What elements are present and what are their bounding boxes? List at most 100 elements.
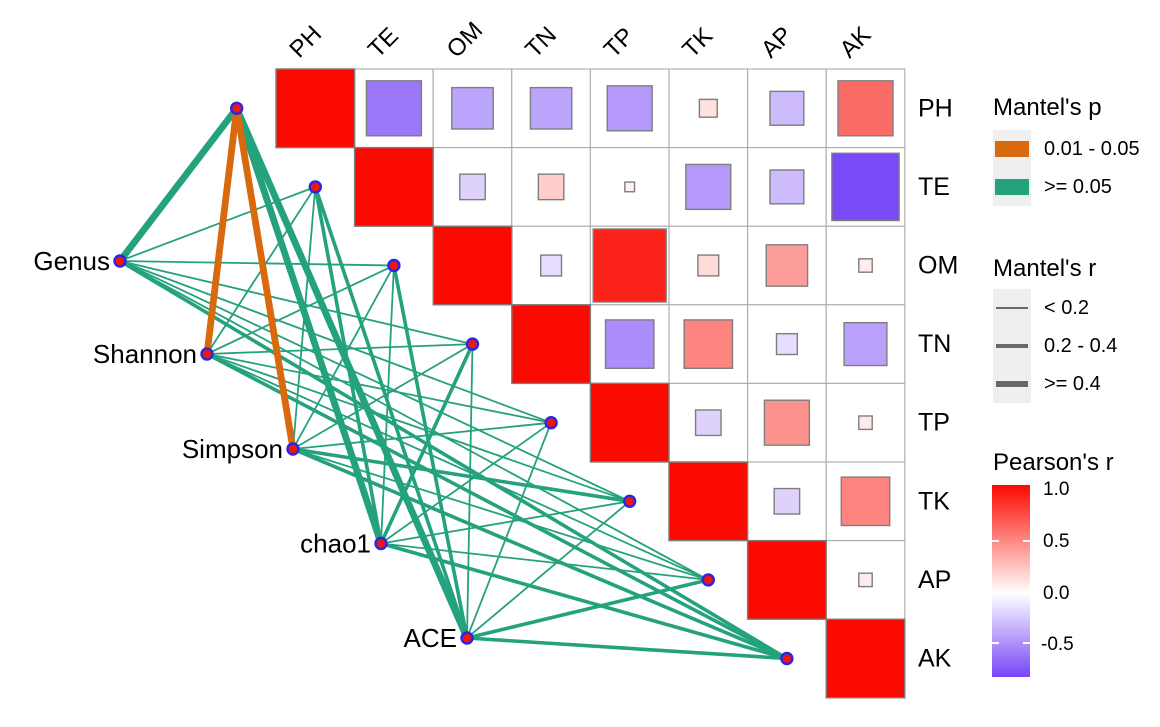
mantel-r-mid-label: 0.2 - 0.4 bbox=[1044, 334, 1118, 357]
mantel-edge-Shannon-TP bbox=[206, 353, 552, 424]
column-header-TK: TK bbox=[677, 22, 718, 63]
legend-key-box bbox=[993, 327, 1031, 365]
pearson-square-TK-AP bbox=[773, 487, 801, 515]
colorbar-tick-0.5: 0.5 bbox=[1043, 531, 1070, 552]
index-node-Genus bbox=[113, 254, 127, 268]
mantel-r-legend-title: Mantel's r bbox=[993, 255, 1097, 282]
variable-node-AK bbox=[780, 651, 794, 666]
pearson-square-AP-AP bbox=[746, 539, 827, 620]
variable-node-TK bbox=[623, 494, 637, 508]
pearson-square-OM-TK bbox=[697, 254, 720, 277]
mantel-edge-ACE-TE bbox=[313, 185, 469, 640]
variable-node-TE bbox=[308, 180, 322, 194]
mantel-edge-chao1-TP bbox=[380, 421, 552, 545]
matrix-cell bbox=[747, 147, 827, 227]
pearson-square-TE-TP bbox=[624, 181, 636, 193]
pearson-square-TE-OM bbox=[459, 173, 486, 201]
pearson-square-TN-TP bbox=[604, 319, 655, 369]
column-header-TP: TP bbox=[599, 22, 640, 63]
index-node-ACE bbox=[460, 631, 474, 645]
mantel-edge-ACE-OM bbox=[392, 263, 469, 640]
mantel-edge-Genus-AP bbox=[119, 260, 710, 581]
mantel-r-thick-line bbox=[996, 380, 1028, 388]
mantel-edge-Genus-AK bbox=[118, 259, 789, 661]
mantel-r-key-large: >= 0.4 bbox=[993, 365, 1117, 403]
mantel-r-small-label: < 0.2 bbox=[1044, 296, 1090, 319]
mantel-edge-ACE-TK bbox=[466, 500, 631, 639]
pearson-square-PH-TE bbox=[365, 80, 423, 137]
column-header-TN: TN bbox=[520, 22, 562, 64]
mantel-p-sig-label: 0.01 - 0.05 bbox=[1044, 137, 1140, 160]
mantel-edge-ACE-AP bbox=[465, 578, 711, 640]
pearson-square-TP-AK bbox=[858, 415, 873, 431]
mantel-edge-Genus-TE bbox=[119, 185, 317, 262]
mantel-edge-Genus-TN bbox=[119, 260, 474, 346]
mantel-p-key-sig: 0.01 - 0.05 bbox=[993, 130, 1140, 168]
pearson-square-TK-TK bbox=[668, 461, 749, 542]
mantel-edge-chao1-AK bbox=[379, 541, 789, 661]
colorbar-tick-mark bbox=[992, 540, 999, 542]
pearson-square-TN-TK bbox=[683, 319, 734, 369]
colorbar-tick-neg0.5: -0.5 bbox=[1041, 634, 1074, 655]
pearson-square-TE-TN bbox=[537, 173, 565, 201]
legend-key-box bbox=[993, 168, 1031, 206]
column-header-AP: AP bbox=[756, 22, 798, 64]
column-header-TE: TE bbox=[363, 22, 404, 63]
mantel-edge-Simpson-PH bbox=[233, 104, 297, 453]
mantel-r-key-small: < 0.2 bbox=[993, 289, 1117, 327]
mantel-edge-ACE-TP bbox=[466, 421, 552, 639]
pearson-square-TP-TP bbox=[589, 382, 670, 463]
mantel-edge-Simpson-AK bbox=[291, 447, 789, 661]
mantel-edge-Shannon-PH bbox=[203, 104, 241, 358]
row-label-AK: AK bbox=[918, 645, 952, 673]
mantel-r-medium-line bbox=[996, 344, 1028, 348]
legend-key-box bbox=[993, 365, 1031, 403]
variable-node-PH bbox=[229, 101, 244, 116]
pearson-square-TE-AK bbox=[831, 152, 900, 222]
colorbar-tick-1.0: 1.0 bbox=[1043, 479, 1070, 500]
legend-key-box bbox=[993, 130, 1031, 168]
mantel-edge-Simpson-AP bbox=[292, 448, 710, 581]
pearson-square-PH-OM bbox=[451, 86, 494, 130]
column-header-AK: AK bbox=[835, 22, 877, 64]
colorbar-tick-mark bbox=[992, 642, 999, 644]
mantel-edge-Genus-PH bbox=[116, 104, 241, 265]
colorbar-tick-mark bbox=[1023, 540, 1030, 542]
mantel-p-sig-swatch bbox=[995, 141, 1029, 157]
pearson-square-TK-AK bbox=[840, 476, 891, 527]
pearson-square-TP-TK bbox=[694, 409, 722, 437]
index-node-Shannon bbox=[200, 347, 214, 361]
row-label-TP: TP bbox=[918, 409, 950, 437]
column-header-PH: PH bbox=[284, 21, 327, 64]
pearson-square-PH-AP bbox=[769, 90, 805, 126]
mantel-edge-ACE-AK bbox=[465, 636, 789, 661]
colorbar-tick-mark bbox=[1023, 642, 1030, 644]
index-label-Simpson: Simpson bbox=[182, 434, 283, 464]
pearson-square-PH-TK bbox=[698, 98, 718, 118]
pearson-square-TE-TE bbox=[353, 146, 434, 227]
mantel-r-key-mid: 0.2 - 0.4 bbox=[993, 327, 1117, 365]
mantel-edges bbox=[116, 104, 789, 661]
row-label-PH: PH bbox=[918, 94, 953, 122]
index-label-chao1: chao1 bbox=[300, 529, 371, 559]
index-label-Shannon: Shannon bbox=[93, 339, 197, 369]
pearson-square-AP-AK bbox=[858, 572, 873, 588]
variable-node-OM bbox=[387, 258, 401, 273]
pearson-square-OM-AK bbox=[858, 258, 873, 273]
network-nodes: Genus Shannon Simpson chao1 ACE bbox=[33, 101, 794, 666]
mantel-p-key-ns: >= 0.05 bbox=[993, 168, 1140, 206]
mantel-edge-ACE-PH bbox=[233, 104, 471, 642]
pearson-square-TN-AP bbox=[775, 332, 799, 356]
pearson-square-TN-TN bbox=[511, 304, 592, 385]
mantel-p-ns-swatch bbox=[995, 179, 1029, 195]
legend-key-box bbox=[993, 289, 1031, 327]
mantel-edge-Shannon-AK bbox=[205, 352, 789, 661]
mantel-p-ns-label: >= 0.05 bbox=[1044, 175, 1112, 198]
pearson-r-legend-title: Pearson's r bbox=[993, 449, 1114, 476]
index-node-chao1 bbox=[374, 536, 388, 551]
pearson-square-TE-TK bbox=[685, 163, 732, 211]
pearson-square-TP-AP bbox=[763, 399, 811, 446]
mantel-edge-Genus-OM bbox=[119, 260, 395, 267]
